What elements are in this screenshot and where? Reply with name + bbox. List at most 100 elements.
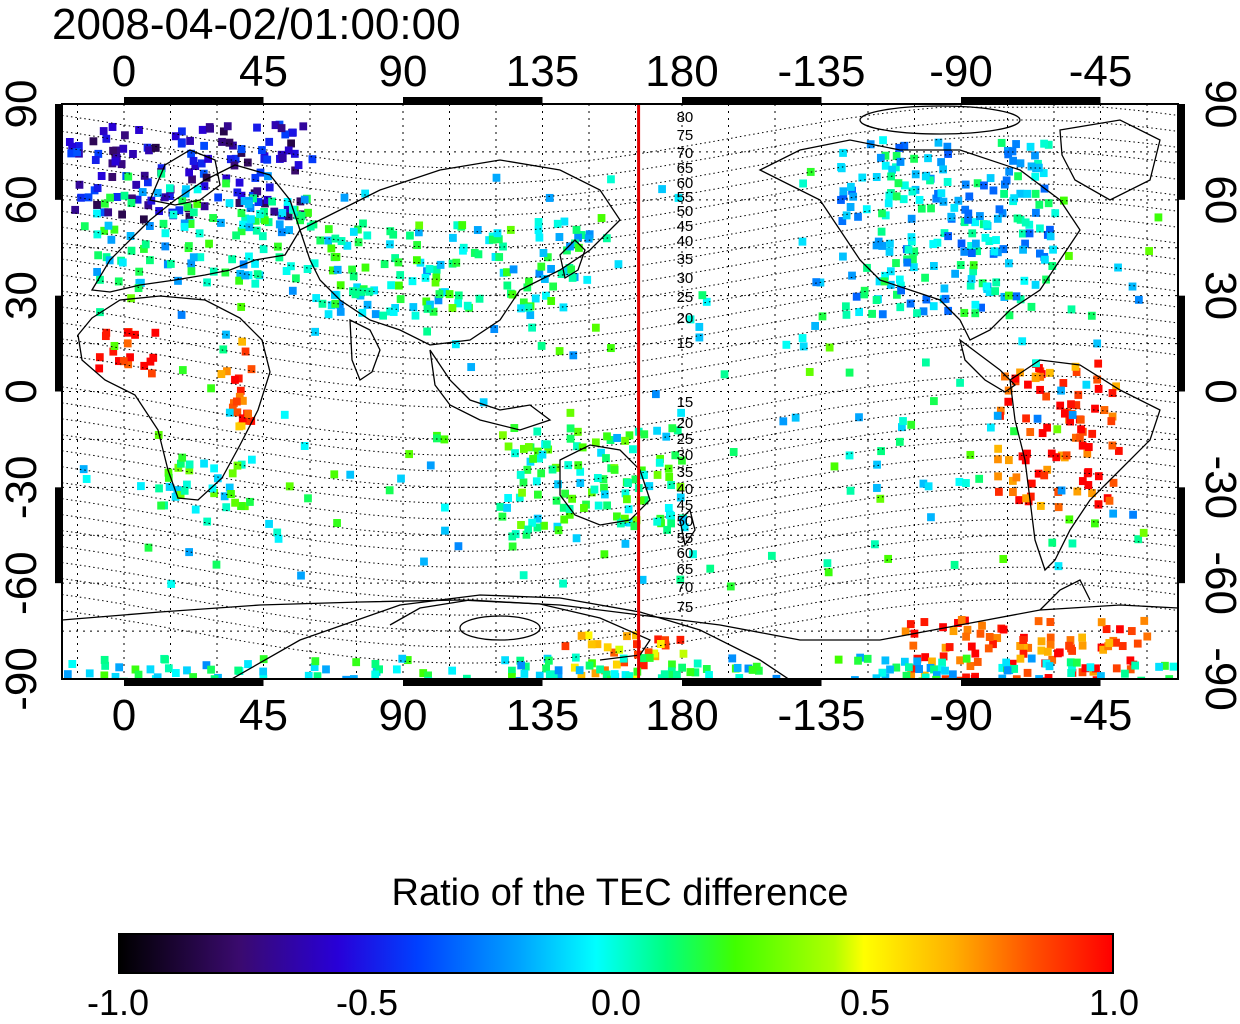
tec-cell bbox=[313, 672, 322, 679]
tec-cell bbox=[178, 197, 187, 206]
tec-cell bbox=[872, 173, 881, 182]
tec-cell bbox=[209, 267, 218, 276]
tec-cell bbox=[1004, 397, 1013, 406]
tec-cell bbox=[1131, 661, 1140, 670]
tec-cell bbox=[436, 260, 445, 269]
tec-cell bbox=[876, 494, 885, 503]
tec-cell bbox=[842, 302, 850, 311]
tec-cell bbox=[1091, 404, 1099, 413]
tec-cell bbox=[146, 665, 155, 674]
tec-cell bbox=[1082, 380, 1091, 389]
tec-cell bbox=[678, 663, 686, 672]
tec-cell bbox=[1005, 167, 1014, 176]
tec-cell bbox=[226, 155, 235, 164]
tec-cell bbox=[855, 413, 863, 422]
tec-cell bbox=[899, 417, 907, 426]
tec-cell bbox=[281, 130, 290, 139]
tec-cell bbox=[336, 307, 345, 316]
tec-cell bbox=[568, 273, 577, 282]
tec-cell bbox=[296, 216, 305, 225]
tec-cell bbox=[223, 122, 232, 131]
tec-cell bbox=[1093, 339, 1102, 348]
tec-cell bbox=[451, 340, 460, 349]
tec-cell bbox=[1021, 239, 1029, 248]
frame-bar-right bbox=[1178, 104, 1185, 200]
tec-cell bbox=[522, 530, 531, 539]
tec-cell bbox=[361, 263, 370, 272]
tec-cell bbox=[193, 199, 202, 208]
tec-cell bbox=[115, 357, 123, 366]
tec-cell bbox=[180, 222, 189, 231]
tec-cell bbox=[517, 521, 525, 529]
tec-cell bbox=[1010, 427, 1018, 436]
tec-cell bbox=[185, 168, 193, 177]
tec-cell bbox=[251, 173, 260, 182]
tec-cell bbox=[1000, 180, 1009, 189]
tec-cell bbox=[955, 676, 964, 679]
tec-cell bbox=[1060, 196, 1068, 205]
tec-cell bbox=[180, 486, 189, 495]
tec-cell bbox=[121, 131, 129, 140]
tec-cell bbox=[872, 674, 881, 679]
tec-cell bbox=[453, 221, 462, 230]
tec-cell bbox=[161, 242, 170, 251]
tec-cell bbox=[94, 149, 103, 158]
tec-cell bbox=[837, 163, 845, 171]
tec-cell bbox=[529, 454, 537, 463]
tec-cell bbox=[1084, 481, 1093, 490]
tec-cell bbox=[265, 183, 274, 192]
tec-cell bbox=[380, 260, 389, 269]
tec-cell bbox=[913, 309, 921, 318]
tec-cell bbox=[1112, 638, 1120, 647]
tec-cell bbox=[658, 185, 666, 194]
tec-cell bbox=[939, 623, 947, 632]
tec-cell bbox=[394, 258, 403, 267]
tec-cell bbox=[877, 447, 885, 456]
tec-cell bbox=[879, 136, 887, 145]
tec-cell bbox=[965, 192, 974, 201]
tec-cell bbox=[1145, 247, 1154, 256]
tec-cell bbox=[947, 212, 956, 221]
colorbar-tick-label: -1.0 bbox=[86, 982, 150, 1023]
tec-cell bbox=[542, 664, 550, 673]
tec-cell bbox=[1003, 666, 1012, 675]
tec-cell bbox=[171, 669, 180, 678]
tec-cell bbox=[621, 489, 630, 498]
tec-cell bbox=[100, 671, 109, 679]
tec-cell bbox=[127, 198, 136, 207]
tec-cell bbox=[735, 674, 744, 679]
tec-cell bbox=[357, 287, 366, 296]
tec-cell bbox=[209, 214, 217, 223]
tec-cell bbox=[915, 195, 924, 204]
tec-cell bbox=[187, 149, 195, 158]
tec-cell bbox=[966, 281, 975, 290]
tec-cell bbox=[1118, 642, 1127, 651]
tec-cell bbox=[280, 410, 289, 419]
tec-cell bbox=[662, 432, 671, 441]
tec-cell bbox=[490, 325, 499, 334]
tec-cell bbox=[930, 262, 938, 271]
tec-cell bbox=[1093, 375, 1102, 384]
tec-cell bbox=[982, 282, 991, 291]
tec-cell bbox=[559, 303, 568, 312]
tec-cell bbox=[133, 195, 142, 204]
tec-cell bbox=[533, 427, 542, 436]
tec-cell bbox=[346, 470, 355, 479]
tec-cell bbox=[982, 220, 991, 229]
tec-cell bbox=[1012, 140, 1020, 149]
tec-cell bbox=[431, 278, 440, 287]
tec-cell bbox=[1024, 643, 1033, 652]
tec-cell bbox=[515, 493, 524, 502]
tec-cell bbox=[232, 397, 241, 406]
tec-cell bbox=[479, 398, 488, 407]
tec-cell bbox=[1072, 401, 1081, 410]
tec-cell bbox=[1023, 668, 1032, 677]
tec-cell bbox=[1023, 449, 1031, 458]
tec-cell bbox=[560, 217, 569, 226]
tec-cell bbox=[249, 194, 257, 203]
tec-cell bbox=[424, 676, 433, 679]
tec-cell bbox=[676, 635, 685, 644]
tec-cell bbox=[957, 615, 966, 624]
tec-cell bbox=[101, 332, 110, 341]
tec-cell bbox=[872, 296, 881, 304]
